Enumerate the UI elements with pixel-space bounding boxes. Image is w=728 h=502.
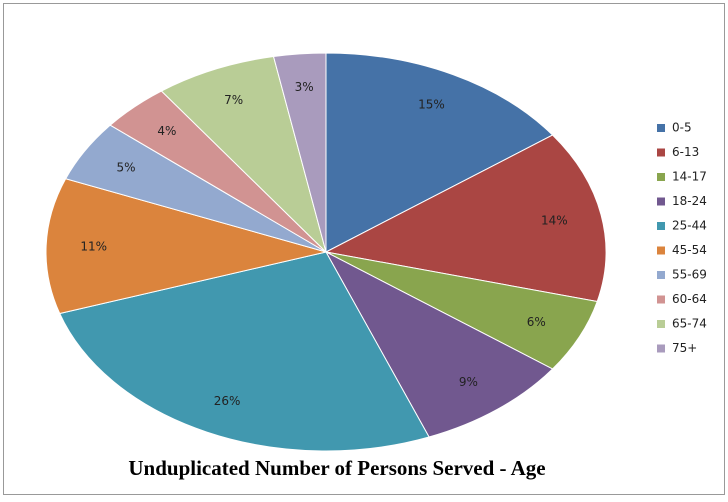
pie-slice <box>324 134 607 303</box>
data-label: 26% <box>214 394 241 408</box>
legend-swatch <box>657 197 665 206</box>
data-label: 14% <box>541 214 568 228</box>
legend-swatch <box>657 222 665 230</box>
pie-slice <box>272 52 327 253</box>
legend-label: 18-24 <box>672 194 707 208</box>
pie-slice <box>325 52 554 253</box>
legend-swatch <box>657 271 665 279</box>
legend-swatch <box>657 295 665 304</box>
data-label: 6% <box>527 315 546 329</box>
pie-slice <box>160 55 327 254</box>
pie-slice <box>45 178 327 315</box>
legend-swatch <box>657 320 665 328</box>
legend-label: 0-5 <box>672 121 692 135</box>
legend-label: 65-74 <box>672 317 707 331</box>
legend-label: 75+ <box>672 341 697 355</box>
legend-swatch <box>657 344 665 353</box>
data-label: 11% <box>80 239 107 253</box>
data-label: 3% <box>295 80 314 94</box>
pie-slice <box>58 251 430 452</box>
data-label: 4% <box>157 124 176 138</box>
legend-label: 25-44 <box>672 219 707 233</box>
legend-label: 45-54 <box>672 243 707 257</box>
data-label: 9% <box>459 375 478 389</box>
legend-label: 6-13 <box>672 145 699 159</box>
legend-label: 14-17 <box>672 170 707 184</box>
data-label: 7% <box>224 93 243 107</box>
pie-slice <box>324 250 554 438</box>
chart-title: Unduplicated Number of Persons Served - … <box>128 456 545 480</box>
legend-swatch <box>657 124 665 132</box>
legend-swatch <box>657 173 665 181</box>
data-label: 15% <box>418 97 445 111</box>
legend-label: 60-64 <box>672 292 707 306</box>
legend-swatch <box>657 148 665 157</box>
legend-label: 55-69 <box>672 268 707 282</box>
data-label: 5% <box>116 160 135 174</box>
legend-swatch <box>657 246 665 255</box>
